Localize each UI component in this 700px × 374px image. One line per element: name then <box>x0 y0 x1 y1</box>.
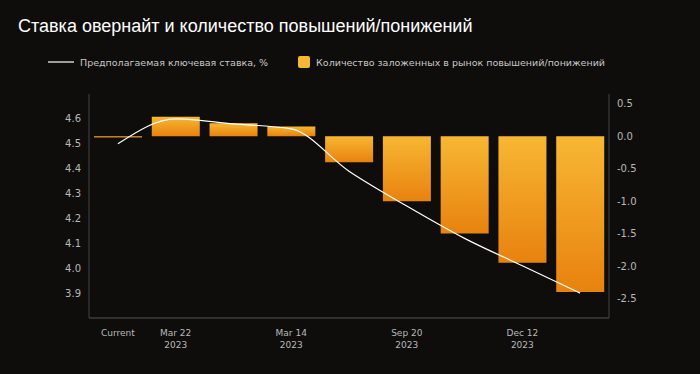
html-text:Ставка овернайт и количество п: Ставка овернайт и количество повышений/п… <box>18 16 473 36</box>
svg-text:0.5: 0.5 <box>617 98 633 109</box>
svg-text:2023: 2023 <box>164 340 187 350</box>
svg-text:Current: Current <box>101 328 135 338</box>
svg-text:Mar 14: Mar 14 <box>276 328 308 338</box>
svg-text:-2.0: -2.0 <box>617 261 637 272</box>
svg-text:4.4: 4.4 <box>65 163 81 174</box>
svg-text:4.2: 4.2 <box>65 213 81 224</box>
svg-text:3.9: 3.9 <box>65 288 81 299</box>
svg-text:2023: 2023 <box>280 340 303 350</box>
svg-text:-0.5: -0.5 <box>617 163 637 174</box>
svg-text:-1.0: -1.0 <box>617 196 637 207</box>
svg-text:Mar 22: Mar 22 <box>160 328 191 338</box>
svg-text:4.5: 4.5 <box>65 138 81 149</box>
svg-text:0.0: 0.0 <box>617 131 633 142</box>
svg-text:2023: 2023 <box>511 340 534 350</box>
svg-text:-1.5: -1.5 <box>617 228 637 239</box>
svg-text:-2.5: -2.5 <box>617 293 637 304</box>
svg-text:Sep 20: Sep 20 <box>391 328 423 338</box>
svg-text:4.1: 4.1 <box>65 238 81 249</box>
svg-text:4.3: 4.3 <box>65 188 81 199</box>
svg-text:2023: 2023 <box>395 340 418 350</box>
svg-text:Dec 12: Dec 12 <box>506 328 538 338</box>
html-text:Количество заложенных в рынок: Количество заложенных в рынок повышений/… <box>316 56 605 68</box>
svg-text:4.6: 4.6 <box>65 113 81 124</box>
html-text:Предполагаемая ключевая ставка: Предполагаемая ключевая ставка, % <box>80 56 269 68</box>
svg-text:4.0: 4.0 <box>65 263 81 274</box>
